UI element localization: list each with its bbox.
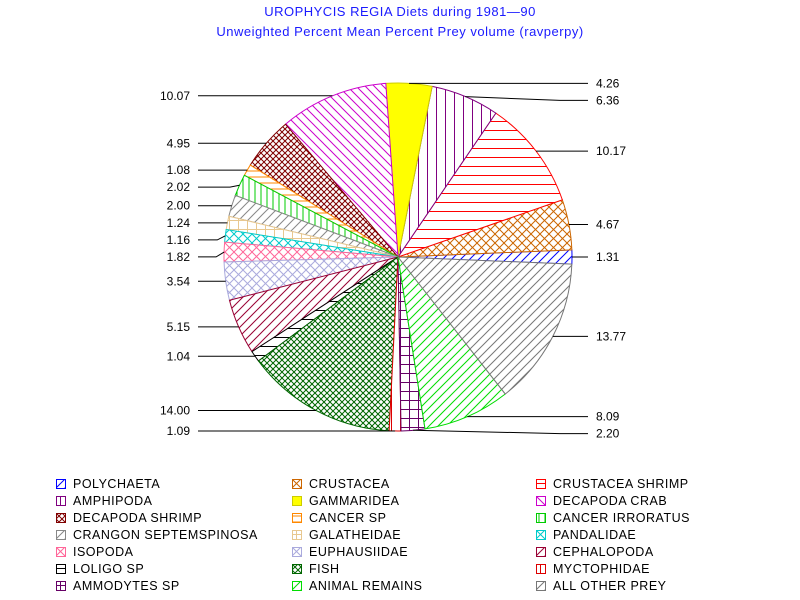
- legend-item-myctophidae: MYCTOPHIDAE: [536, 562, 650, 576]
- legend-label: LOLIGO SP: [73, 562, 145, 576]
- data-label-cephalopoda: 5.15: [167, 320, 191, 334]
- legend-item-ammodytes-sp: AMMODYTES SP: [56, 579, 180, 593]
- pie-slice-crustacea-shrimp: [396, 112, 563, 258]
- legend-swatch-ammodytes-sp: [56, 581, 66, 591]
- legend-swatch-pandalidae: [536, 530, 546, 540]
- chart-subtitle: Unweighted Percent Mean Percent Prey vol…: [216, 24, 584, 39]
- legend-swatch-cephalopoda: [536, 547, 546, 557]
- legend-swatch-fish: [292, 564, 302, 574]
- data-label-crangon-septemspinosa: 2.00: [167, 199, 191, 213]
- leader-line-isopoda: [198, 251, 225, 258]
- legend-swatch-amphipoda: [56, 496, 66, 506]
- legend-item-amphipoda: AMPHIPODA: [56, 494, 153, 508]
- data-label-myctophidae: 1.09: [167, 424, 191, 438]
- data-label-all-other-prey: 13.77: [596, 329, 626, 343]
- data-label-crustacea: 4.67: [596, 218, 620, 232]
- data-label-crustacea-shrimp: 10.17: [596, 144, 626, 158]
- legend-label: ANIMAL REMAINS: [309, 579, 423, 593]
- pie-labels: 4.26 6.36 10.17 4.67 1.31 13.77 8.09 2.20 10.07 4…: [160, 76, 626, 440]
- legend-item-euphausiidae: EUPHAUSIIDAE: [292, 545, 408, 559]
- legend-item-cancer-irroratus: CANCER IRRORATUS: [536, 511, 690, 525]
- legend-item-animal-remains: ANIMAL REMAINS: [292, 579, 423, 593]
- legend-label: AMPHIPODA: [73, 494, 153, 508]
- pie-slice-animal-remains: [397, 255, 506, 430]
- legend-label: FISH: [309, 562, 340, 576]
- chart-title: UROPHYCIS REGIA Diets during 1981—90: [264, 4, 536, 19]
- leader-line-ammodytes-sp: [413, 429, 588, 435]
- legend-label: EUPHAUSIIDAE: [309, 545, 409, 559]
- legend-label: CANCER SP: [309, 511, 387, 525]
- data-label-amphipoda: 6.36: [596, 93, 620, 107]
- legend-swatch-gammaridea: [292, 496, 302, 506]
- legend-label: AMMODYTES SP: [73, 579, 180, 593]
- legend-item-polychaeta: POLYCHAETA: [56, 477, 160, 491]
- legend-swatch-animal-remains: [292, 581, 302, 591]
- legend-swatch-crustacea-shrimp: [536, 479, 546, 489]
- legend-swatch-loligo-sp: [56, 564, 66, 574]
- legend-item-cephalopoda: CEPHALOPODA: [536, 545, 654, 559]
- legend-label: ISOPODA: [73, 545, 134, 559]
- data-label-loligo-sp: 1.04: [167, 349, 191, 363]
- data-label-isopoda: 1.82: [167, 250, 191, 264]
- legend-swatch-all-other-prey: [536, 581, 546, 591]
- legend-label: CRANGON SEPTEMSPINOSA: [73, 528, 258, 542]
- legend-item-crangon-septemspinosa: CRANGON SEPTEMSPINOSA: [56, 528, 258, 542]
- pie-slice-fish: [257, 255, 399, 432]
- legend-swatch-galatheidae: [292, 530, 302, 540]
- legend-label: DECAPODA CRAB: [553, 494, 668, 508]
- leader-line-amphipoda: [465, 96, 588, 101]
- legend-label: CRUSTACEA: [309, 477, 390, 491]
- legend-label: MYCTOPHIDAE: [553, 562, 650, 576]
- legend-label: PANDALIDAE: [553, 528, 637, 542]
- legend-label: DECAPODA SHRIMP: [73, 511, 203, 525]
- leader-line-cancer-irroratus: [198, 184, 240, 188]
- legend-label: GAMMARIDEA: [309, 494, 400, 508]
- data-label-polychaeta: 1.31: [596, 250, 620, 264]
- legend-swatch-crustacea: [292, 479, 302, 489]
- legend-item-decapoda-crab: DECAPODA CRAB: [536, 494, 667, 508]
- legend-swatch-decapoda-crab: [536, 496, 546, 506]
- legend-label: CRUSTACEA SHRIMP: [553, 477, 689, 491]
- legend-item-cancer-sp: CANCER SP: [292, 511, 386, 525]
- legend-label: ALL OTHER PREY: [553, 579, 667, 593]
- legend-item-fish: FISH: [292, 562, 339, 576]
- data-label-galatheidae: 1.24: [167, 216, 191, 230]
- data-label-decapoda-shrimp: 4.95: [167, 136, 191, 150]
- legend-label: CEPHALOPODA: [553, 545, 654, 559]
- legend-item-galatheidae: GALATHEIDAE: [292, 528, 401, 542]
- legend-swatch-crangon-septemspinosa: [56, 530, 66, 540]
- leader-line-pandalidae: [198, 235, 226, 241]
- data-label-animal-remains: 8.09: [596, 410, 620, 424]
- legend-swatch-polychaeta: [56, 479, 66, 489]
- legend-item-loligo-sp: LOLIGO SP: [56, 562, 144, 576]
- data-label-fish: 14.00: [160, 404, 190, 418]
- legend-label: POLYCHAETA: [73, 477, 161, 491]
- legend-swatch-myctophidae: [536, 564, 546, 574]
- pie-slices: [223, 82, 573, 432]
- legend-swatch-cancer-irroratus: [536, 513, 546, 523]
- legend-item-all-other-prey: ALL OTHER PREY: [536, 579, 667, 593]
- data-label-pandalidae: 1.16: [167, 233, 191, 247]
- legend-swatch-cancer-sp: [292, 513, 302, 523]
- legend-item-gammaridea: GAMMARIDEA: [292, 494, 399, 508]
- legend-label: GALATHEIDAE: [309, 528, 402, 542]
- legend-item-isopoda: ISOPODA: [56, 545, 133, 559]
- data-label-cancer-irroratus: 2.02: [167, 180, 191, 194]
- legend-label: CANCER IRRORATUS: [553, 511, 690, 525]
- pie-slice-decapoda-crab: [284, 82, 399, 259]
- data-label-cancer-sp: 1.08: [167, 163, 191, 177]
- legend-item-crustacea: CRUSTACEA: [292, 477, 390, 491]
- legend-swatch-isopoda: [56, 547, 66, 557]
- legend-item-decapoda-shrimp: DECAPODA SHRIMP: [56, 511, 202, 525]
- legend-swatch-decapoda-shrimp: [56, 513, 66, 523]
- data-label-decapoda-crab: 10.07: [160, 89, 190, 103]
- data-label-euphausiidae: 3.54: [167, 274, 191, 288]
- legend-swatch-euphausiidae: [292, 547, 302, 557]
- legend-item-pandalidae: PANDALIDAE: [536, 528, 636, 542]
- data-label-ammodytes-sp: 2.20: [596, 427, 620, 441]
- data-label-gammaridea: 4.26: [596, 76, 620, 90]
- legend-item-crustacea-shrimp: CRUSTACEA SHRIMP: [536, 477, 689, 491]
